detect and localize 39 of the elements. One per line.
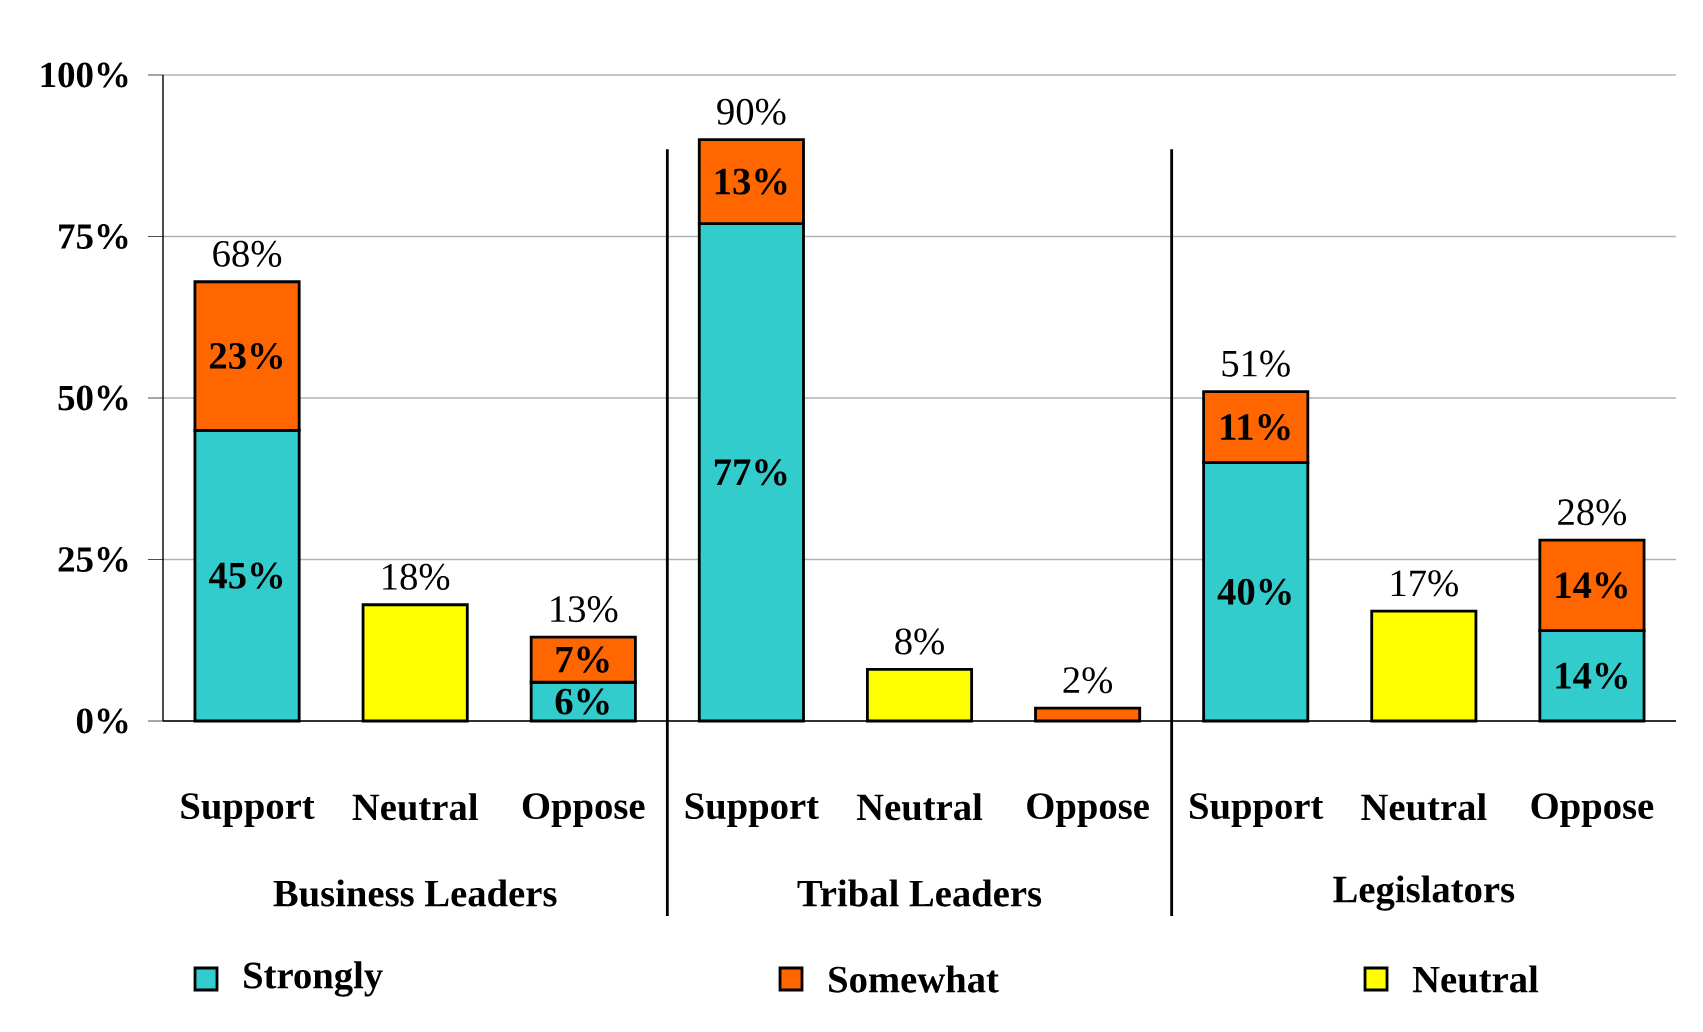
data-label: 23% <box>210 342 283 370</box>
total-label: 51% <box>1222 350 1290 377</box>
legend-label: Strongly <box>244 961 383 997</box>
data-label: 40% <box>1217 578 1291 605</box>
total-label: 90% <box>717 98 786 125</box>
y-tick-label: 100% <box>41 62 128 88</box>
y-tick-label: 75% <box>59 224 128 250</box>
total-label: 2% <box>1063 667 1113 694</box>
total-label: 68% <box>213 240 282 267</box>
x-tick-label: Oppose <box>1027 793 1149 827</box>
x-tick-label: Neutral <box>352 793 478 821</box>
x-tick-label: Support <box>1190 793 1324 827</box>
data-label: 45% <box>208 562 283 589</box>
data-label: 7% <box>556 646 609 673</box>
data-label: 14% <box>1556 572 1627 599</box>
legend-label: Neutral <box>1412 965 1539 993</box>
data-label: 14% <box>1556 662 1627 689</box>
total-label: 28% <box>1558 499 1627 526</box>
x-tick-label: Neutral <box>1361 793 1487 821</box>
data-label: 11% <box>1221 414 1290 441</box>
text: Legislators <box>1333 875 1515 911</box>
y-tick-label: 25% <box>58 547 128 573</box>
x-tick-label: Support <box>181 793 315 827</box>
total-label: 13% <box>551 596 618 623</box>
legend-label: Somewhat <box>829 965 999 993</box>
y-tick-label: 50% <box>58 385 128 411</box>
y-tick-label: 0% <box>76 708 128 734</box>
x-tick-label: Support <box>685 793 819 827</box>
text: Tribal Leaders <box>797 879 1042 907</box>
total-label: 18% <box>383 563 450 590</box>
data-label: 6% <box>555 688 609 715</box>
total-label: 17% <box>1391 570 1458 597</box>
x-tick-label: Oppose <box>522 793 645 827</box>
data-label: 13% <box>715 168 787 195</box>
total-label: 8% <box>895 628 944 655</box>
x-tick-label: Neutral <box>856 793 983 821</box>
x-tick-label: Oppose <box>1531 793 1654 827</box>
text: Business Leaders <box>273 879 557 907</box>
data-label: 77% <box>714 459 787 486</box>
